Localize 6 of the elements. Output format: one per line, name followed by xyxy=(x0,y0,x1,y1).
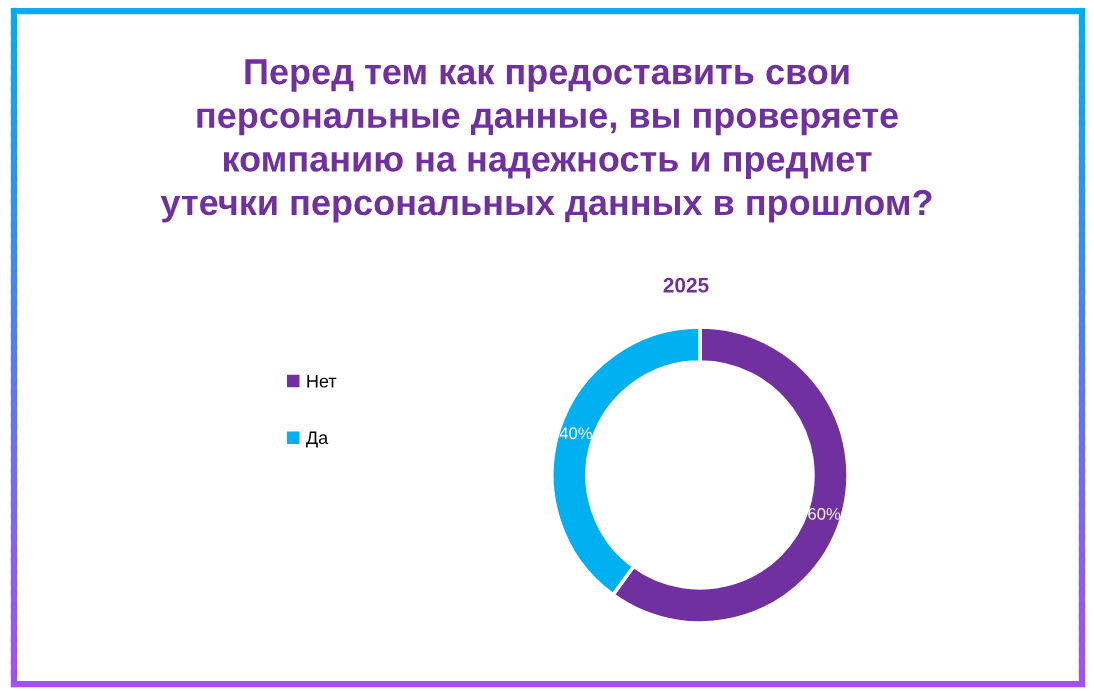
data-label: 60% xyxy=(808,508,841,520)
chart-subtitle: 2025 xyxy=(663,277,709,293)
legend-label: Да xyxy=(306,431,329,448)
legend-label: Нет xyxy=(307,374,337,388)
data-label: 40% xyxy=(559,427,592,440)
chart-title: Перед тем как предоставить свои персональные данные, вы проверяете компанию на надежность и предмет утечки персональных данных в прошлом? xyxy=(160,59,932,223)
